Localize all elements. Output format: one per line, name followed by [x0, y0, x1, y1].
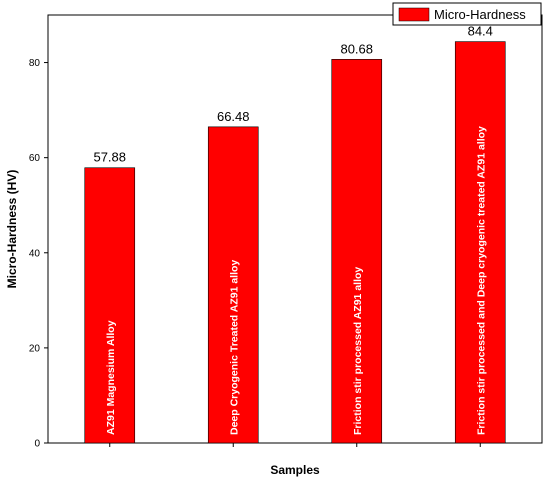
y-tick-label: 20 [29, 343, 41, 354]
legend-box [392, 2, 542, 26]
y-tick-label: 80 [29, 58, 41, 69]
x-axis-title: Samples [270, 463, 320, 477]
bar [454, 41, 506, 444]
value-labels: 57.88 66.48 80.68 84.4 [93, 24, 492, 165]
category-label: Deep Cryogenic Treated AZ91 alloy [228, 260, 240, 435]
y-axis-title: Micro-Hardness (HV) [5, 170, 19, 289]
y-tick-label: 40 [29, 248, 41, 259]
y-tick-label: 0 [34, 439, 40, 450]
x-axis [109, 443, 481, 447]
value-label: 80.68 [340, 41, 373, 56]
bar [331, 59, 383, 444]
y-tick-label: 60 [29, 153, 41, 164]
y-axis: 0 20 40 60 80 [29, 58, 48, 450]
bars [84, 41, 506, 444]
value-label: 66.48 [217, 109, 250, 124]
bar [84, 167, 136, 444]
legend: Micro-Hardness [392, 2, 542, 26]
value-label: 57.88 [93, 150, 126, 165]
plot-frame [47, 14, 543, 444]
category-label: Friction stir processed and Deep cryogen… [475, 126, 487, 435]
category-labels: AZ91 Magnesium Alloy Deep Cryogenic Treat… [105, 126, 488, 435]
category-label: AZ91 Magnesium Alloy [105, 320, 117, 435]
category-label: Friction stir processed AZ91 alloy [352, 267, 364, 435]
legend-swatch [398, 7, 430, 22]
value-label: 84.4 [468, 24, 493, 39]
bar [207, 126, 259, 444]
legend-label: Micro-Hardness [434, 7, 526, 22]
